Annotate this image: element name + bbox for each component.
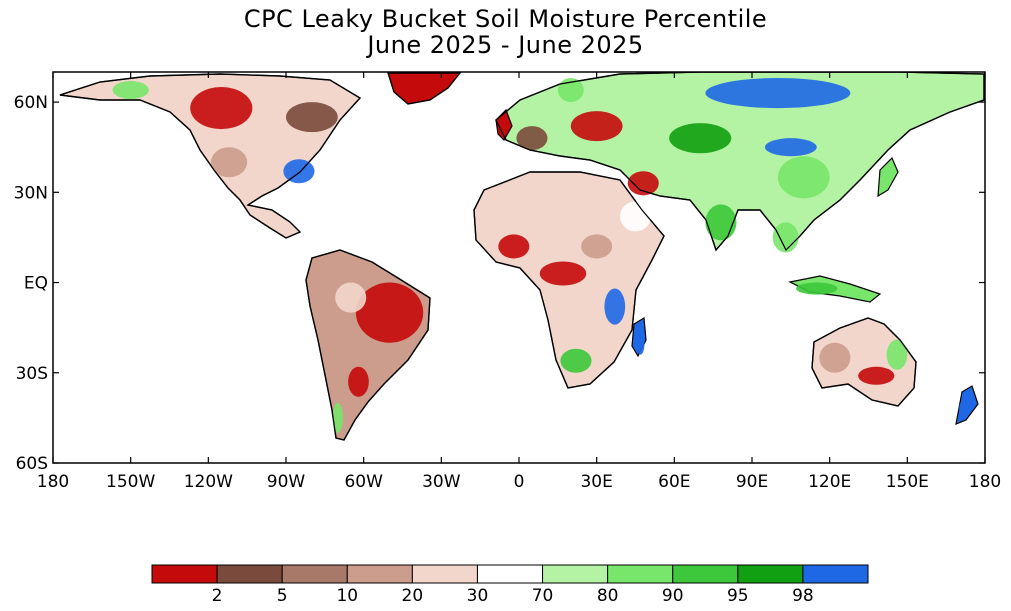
region-central-asia (669, 123, 732, 154)
lon-tick-label: 30W (422, 472, 461, 492)
region-canada-east (286, 102, 338, 133)
region-china (777, 156, 830, 199)
colorbar-swatch (672, 564, 739, 584)
region-amazon-west (335, 282, 367, 313)
lon-tick-label: 180 (969, 472, 1001, 492)
land-layer (59, 72, 985, 441)
lon-tick-label: 90E (736, 472, 768, 492)
colorbar-label: 5 (277, 586, 288, 606)
colorbar-label: 10 (336, 586, 358, 606)
lon-tick-label: 120W (184, 472, 233, 492)
colorbar-swatch (411, 564, 478, 584)
region-europe-east (570, 111, 623, 142)
region-mongolia (764, 138, 817, 157)
percentile-regions (112, 75, 970, 433)
colorbar: 2 5 10 20 30 70 80 90 95 98 (151, 564, 869, 606)
region-sahel-east (581, 234, 613, 259)
lon-tick-label: 150W (106, 472, 155, 492)
colorbar-swatch (607, 564, 674, 584)
region-europe-west (516, 126, 548, 151)
colorbar-label: 2 (212, 586, 223, 606)
japan-landmass (877, 156, 899, 198)
lon-tick-label: 180 (37, 472, 69, 492)
lon-tick-label: 60W (344, 472, 383, 492)
region-australia-west (819, 342, 851, 373)
map-subtitle: June 2025 - June 2025 (367, 31, 644, 59)
region-madagascar (636, 330, 645, 355)
lat-tick-label: 30S (16, 364, 48, 384)
colorbar-swatch (151, 564, 218, 584)
region-us-east (283, 159, 315, 184)
region-australia-east (886, 339, 908, 370)
region-east-africa (604, 288, 626, 325)
lon-tick-label: 90W (267, 472, 306, 492)
region-middle-east (627, 171, 659, 196)
colorbar-label: 95 (727, 586, 749, 606)
region-australia-south (858, 366, 895, 385)
region-indonesia (796, 282, 838, 295)
colorbar-label: 70 (532, 586, 554, 606)
lon-tick-label: 120E (808, 472, 851, 492)
lon-tick-label: 150E (886, 472, 929, 492)
region-southeast-asia (772, 222, 799, 253)
map-title: CPC Leaky Bucket Soil Moisture Percentil… (243, 5, 768, 33)
colorbar-swatch (737, 564, 804, 584)
region-scandinavia (557, 78, 584, 103)
colorbar-label: 90 (662, 586, 684, 606)
region-brazil-interior (355, 282, 424, 343)
lon-tick-label: 60E (658, 472, 690, 492)
colorbar-swatch (281, 564, 348, 584)
lat-tick-label: 60S (16, 454, 48, 474)
colorbar-label: 80 (597, 586, 619, 606)
region-us-west (210, 147, 248, 178)
region-patagonia (332, 402, 343, 433)
colorbar-swatch (346, 564, 413, 584)
colorbar-swatch (476, 564, 544, 584)
region-arabia (619, 201, 652, 232)
lon-tick-label: 0 (514, 472, 525, 492)
lon-tick-label: 30E (580, 472, 612, 492)
lat-tick-label: 30N (14, 183, 48, 203)
region-greenland-south (397, 75, 424, 94)
colorbar-label: 98 (792, 586, 814, 606)
colorbar-label: 30 (467, 586, 489, 606)
region-central-africa (539, 261, 587, 286)
region-new-zealand (959, 399, 970, 418)
region-siberia-north (705, 78, 851, 109)
region-canada-west (190, 87, 253, 130)
colorbar-label: 20 (402, 586, 424, 606)
lat-tick-label: EQ (24, 274, 48, 294)
region-argentina (348, 366, 369, 397)
region-india (705, 204, 737, 241)
colorbar-swatch (802, 564, 869, 584)
region-west-africa (498, 234, 530, 259)
colorbar-swatch (216, 564, 283, 584)
coastline-overlay (59, 72, 985, 441)
region-alaska (112, 81, 149, 100)
region-southern-africa (560, 348, 592, 373)
colorbar-swatch (542, 564, 609, 584)
uk-landmass (495, 108, 513, 141)
lat-tick-label: 60N (14, 93, 48, 113)
